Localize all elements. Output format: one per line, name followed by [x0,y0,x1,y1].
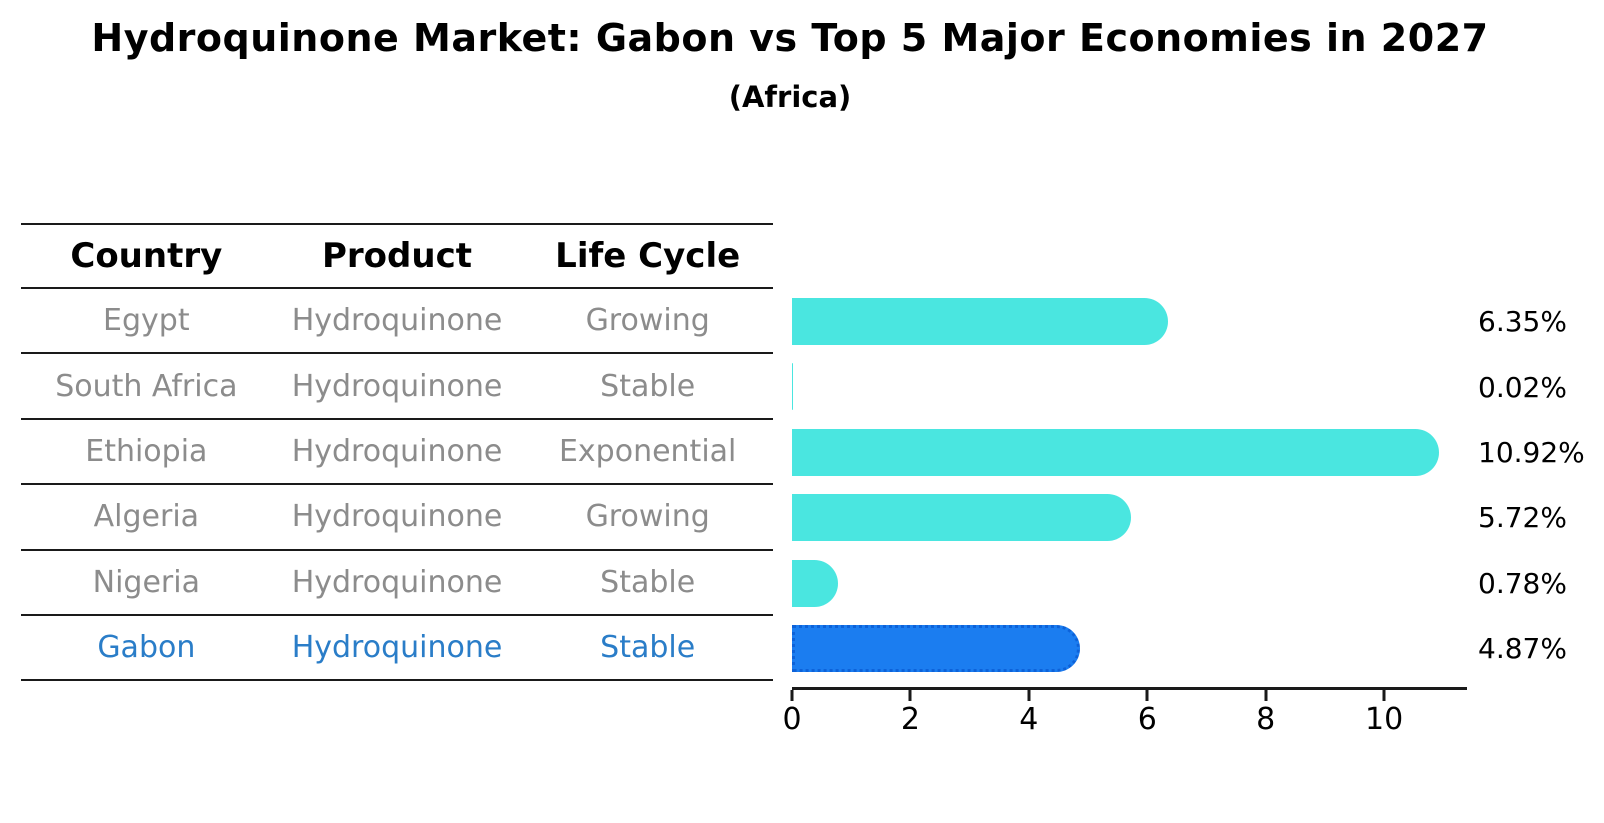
bar-row-south-africa [792,354,1467,419]
product-cell: Hydroquinone [291,499,503,535]
country-cell: Algeria [93,499,200,535]
table-row-egypt: Egypt Hydroquinone Growing [21,289,773,355]
country-cell: Egypt [103,303,190,339]
x-axis-tick-label: 2 [900,702,920,737]
lifecycle-cell: Exponential [558,433,737,469]
x-axis-tick [790,690,794,701]
bar-value-label-nigeria: 0.78% [1478,566,1567,600]
bar-plot: 0 2 4 6 8 10 [782,289,1467,737]
bar-algeria [792,494,1131,542]
product-cell: Hydroquinone [291,564,503,600]
lifecycle-cell: Stable [600,630,696,666]
chart-subtitle: (Africa) [728,80,852,114]
lifecycle-cell: Stable [600,564,696,600]
country-cell: Ethiopia [85,433,208,469]
x-axis-tick [908,690,912,701]
bar-value-label-south-africa: 0.02% [1478,370,1567,404]
bar-row-ethiopia [792,420,1467,485]
bar-south-africa [792,363,794,411]
bar-row-egypt [792,289,1467,354]
x-axis-tick [1264,690,1268,701]
col-header-country: Country [70,236,223,276]
bar-value-label-algeria: 5.72% [1478,501,1567,535]
x-axis-line [792,687,1467,690]
bar-row-nigeria [792,551,1467,616]
bar-row-gabon [792,616,1467,681]
col-header-product: Product [322,236,472,276]
x-axis-tick-label: 6 [1137,702,1157,737]
bar-value-label-egypt: 6.35% [1478,305,1567,339]
country-cell: Gabon [97,630,196,666]
country-table: Country Product Life Cycle Egypt Hydroqui… [21,223,773,682]
x-axis-tick-label: 4 [1019,702,1039,737]
product-cell: Hydroquinone [291,630,503,666]
country-cell: Nigeria [92,564,200,600]
bar-egypt [792,298,1168,345]
table-row-nigeria: Nigeria Hydroquinone Stable [21,551,773,616]
col-header-lifecycle: Life Cycle [555,236,741,276]
product-cell: Hydroquinone [291,303,503,339]
lifecycle-cell: Growing [585,303,710,339]
product-cell: Hydroquinone [291,433,503,469]
bar-row-algeria [792,485,1467,550]
table-row-south-africa: South Africa Hydroquinone Stable [21,354,773,420]
bar-nigeria [792,559,839,607]
country-cell: South Africa [55,368,238,404]
table-body: Egypt Hydroquinone Growing South Africa Hydr… [21,289,773,682]
bar-value-label-ethiopia: 10.92% [1478,435,1585,469]
lifecycle-cell: Stable [600,368,696,404]
chart-title: Hydroquinone Market: Gabon vs Top 5 Majo… [91,16,1489,60]
lifecycle-cell: Growing [585,499,710,535]
table-row-algeria: Algeria Hydroquinone Growing [21,485,773,551]
bar-gabon [792,625,1081,672]
x-axis-tick-label: 8 [1256,702,1276,737]
x-axis-tick-label: 0 [782,702,802,737]
table-row-gabon: Gabon Hydroquinone Stable [21,616,773,682]
table-row-ethiopia: Ethiopia Hydroquinone Exponential [21,420,773,486]
x-axis-tick-label: 10 [1365,702,1404,737]
x-axis-tick [1382,690,1386,701]
product-cell: Hydroquinone [291,368,503,404]
bar-ethiopia [792,428,1439,476]
x-axis-tick [1027,690,1031,701]
x-axis-tick [1145,690,1149,701]
table-header-row: Country Product Life Cycle [21,223,773,289]
bar-value-label-gabon: 4.87% [1478,632,1567,666]
